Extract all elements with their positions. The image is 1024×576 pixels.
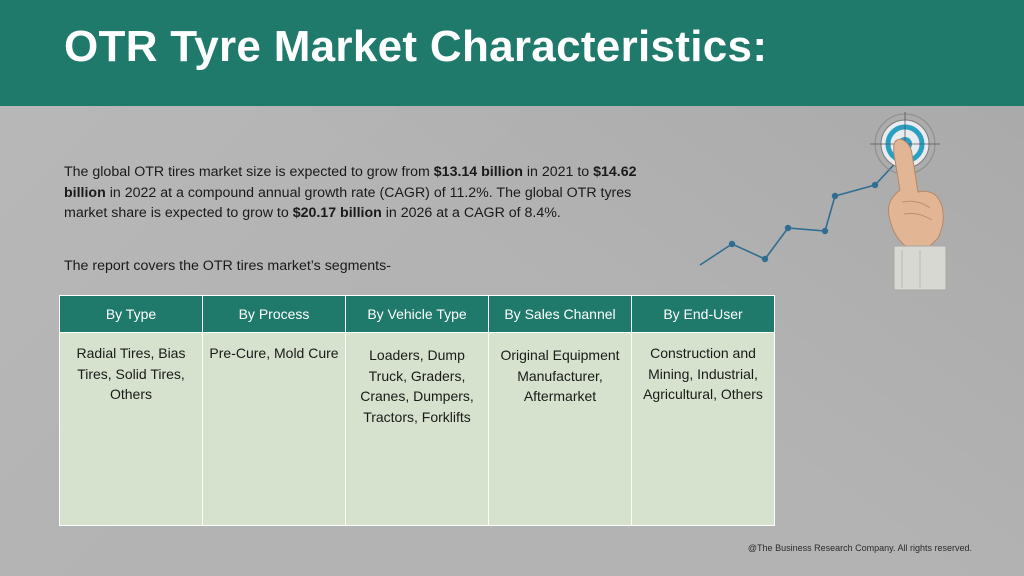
copyright-footer: @The Business Research Company. All righ…: [747, 543, 972, 553]
target-hand-growth-icon: [690, 110, 950, 300]
page-title: OTR Tyre Market Characteristics:: [64, 22, 768, 71]
value-2026: $20.17 billion: [292, 205, 382, 221]
intro-text: The global OTR tires market size is expe…: [64, 164, 434, 180]
segments-note: The report covers the OTR tires market’s…: [64, 258, 391, 274]
intro-paragraph: The global OTR tires market size is expe…: [64, 162, 644, 224]
cell-process: Pre-Cure, Mold Cure: [202, 332, 346, 526]
intro-text: in 2022 at a compound annual growth rate…: [64, 184, 632, 222]
header-by-sales-channel: By Sales Channel: [488, 295, 632, 333]
header-by-vehicle-type: By Vehicle Type: [345, 295, 489, 333]
intro-text: in 2026 at a CAGR of 8.4%.: [381, 205, 561, 221]
intro-text: in 2021 to: [522, 164, 594, 180]
cell-type: Radial Tires, Bias Tires, Solid Tires, O…: [59, 332, 203, 526]
value-2021: $13.14 billion: [433, 164, 523, 180]
segments-table: By Type By Process By Vehicle Type By Sa…: [59, 295, 775, 526]
table-row: Radial Tires, Bias Tires, Solid Tires, O…: [59, 332, 775, 526]
header-by-type: By Type: [59, 295, 203, 333]
header-by-process: By Process: [202, 295, 346, 333]
header-by-end-user: By End-User: [631, 295, 775, 333]
value-2022: $14.62 billion: [64, 164, 637, 201]
cell-end-user: Construction and Mining, Industrial, Agr…: [631, 332, 775, 526]
table-header-row: By Type By Process By Vehicle Type By Sa…: [59, 295, 775, 333]
title-banner: OTR Tyre Market Characteristics:: [0, 0, 1024, 106]
cell-vehicle-type: Loaders, Dump Truck, Graders, Cranes, Du…: [345, 332, 489, 526]
cell-sales-channel: Original Equipment Manufacturer, Afterma…: [488, 332, 632, 526]
